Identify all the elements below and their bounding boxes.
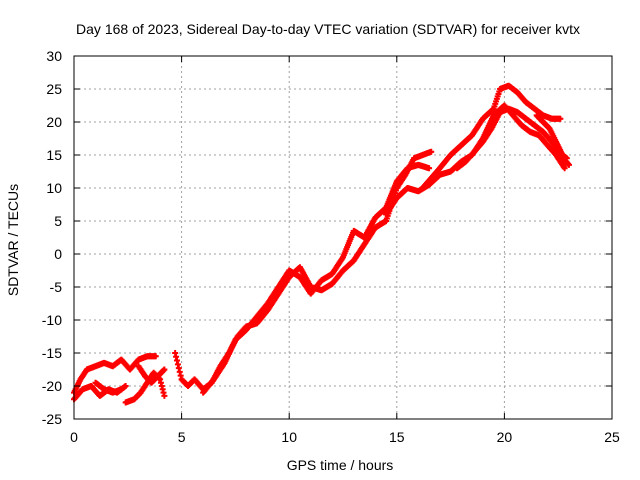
y-tick-label: 15 <box>46 147 62 163</box>
data-point <box>161 366 168 373</box>
y-tick-label: 30 <box>46 48 62 64</box>
chart-title: Day 168 of 2023, Sidereal Day-to-day VTE… <box>76 21 580 37</box>
series-track-a <box>71 353 159 396</box>
x-tick-label: 20 <box>497 429 513 445</box>
series-track-h <box>383 102 568 218</box>
data-markers <box>71 82 572 406</box>
y-tick-label: 10 <box>46 180 62 196</box>
data-point <box>557 115 564 122</box>
series-track-g <box>200 161 433 396</box>
y-axis-label: SDTVAR / TECUs <box>5 184 21 296</box>
series-track-j <box>454 105 572 172</box>
y-tick-label: -25 <box>42 411 62 427</box>
y-tick-label: 5 <box>54 213 62 229</box>
data-point <box>118 386 125 393</box>
x-tick-label: 0 <box>70 429 78 445</box>
data-point <box>161 392 168 399</box>
data-point <box>428 148 435 155</box>
y-tick-label: -10 <box>42 312 62 328</box>
y-tick-label: -15 <box>42 345 62 361</box>
y-tick-label: 25 <box>46 81 62 97</box>
data-point <box>426 165 433 172</box>
x-tick-label: 5 <box>178 429 186 445</box>
x-axis-label: GPS time / hours <box>287 457 394 473</box>
x-tick-label: 25 <box>604 429 620 445</box>
series-track-c <box>92 379 125 396</box>
data-point <box>122 383 129 389</box>
x-tick-label: 15 <box>389 429 405 445</box>
series-track-k <box>533 112 570 162</box>
data-point <box>561 165 568 172</box>
x-tick-label: 10 <box>281 429 297 445</box>
data-point <box>565 161 572 168</box>
data-point <box>152 353 159 360</box>
grid-lines <box>74 56 612 419</box>
series-track-e <box>135 363 168 386</box>
y-tick-label: -20 <box>42 378 62 394</box>
axis-ticks: 0 5 10 15 20 25 -25 -20 -15 -10 -5 0 5 10 15 20 25 30 <box>42 48 620 445</box>
y-tick-label: 0 <box>54 246 62 262</box>
series-track-i <box>419 82 564 191</box>
y-tick-label: -5 <box>50 279 63 295</box>
data-point <box>563 155 570 162</box>
y-tick-label: 20 <box>46 114 62 130</box>
plot-frame <box>73 55 613 420</box>
